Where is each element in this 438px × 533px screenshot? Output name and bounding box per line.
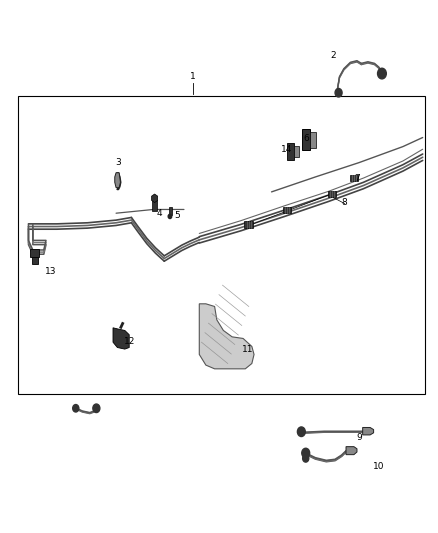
Text: 5: 5 [174, 212, 180, 220]
Text: 2: 2 [330, 52, 336, 60]
Bar [283, 207, 291, 213]
Polygon shape [363, 427, 374, 435]
Text: 11: 11 [242, 345, 253, 353]
Bar [350, 175, 358, 181]
Bar [30, 249, 39, 257]
Circle shape [93, 404, 100, 413]
Text: 14: 14 [281, 145, 293, 154]
Bar [287, 143, 294, 160]
Text: 10: 10 [373, 462, 385, 471]
Text: 13: 13 [45, 268, 56, 276]
Circle shape [302, 448, 310, 458]
Polygon shape [346, 447, 357, 455]
Text: 1: 1 [190, 72, 196, 81]
Circle shape [335, 88, 342, 97]
Polygon shape [113, 328, 129, 349]
Text: 3: 3 [115, 158, 121, 167]
Text: 9: 9 [356, 433, 362, 441]
Bar [18, 96, 425, 394]
Bar [310, 132, 316, 148]
Bar [152, 200, 157, 211]
Polygon shape [115, 173, 120, 188]
Text: 8: 8 [341, 198, 347, 207]
Bar [169, 207, 172, 215]
Bar [302, 129, 310, 150]
Text: 4: 4 [157, 209, 162, 217]
Circle shape [303, 455, 309, 462]
Circle shape [168, 214, 172, 219]
Text: 12: 12 [124, 337, 135, 345]
Bar [244, 221, 253, 228]
Circle shape [297, 427, 305, 437]
Bar [294, 146, 299, 157]
Circle shape [73, 405, 79, 412]
Bar [328, 191, 336, 197]
Circle shape [378, 68, 386, 79]
Polygon shape [199, 304, 254, 369]
Bar [32, 257, 38, 264]
Text: 6: 6 [304, 134, 310, 143]
Text: 7: 7 [354, 174, 360, 183]
